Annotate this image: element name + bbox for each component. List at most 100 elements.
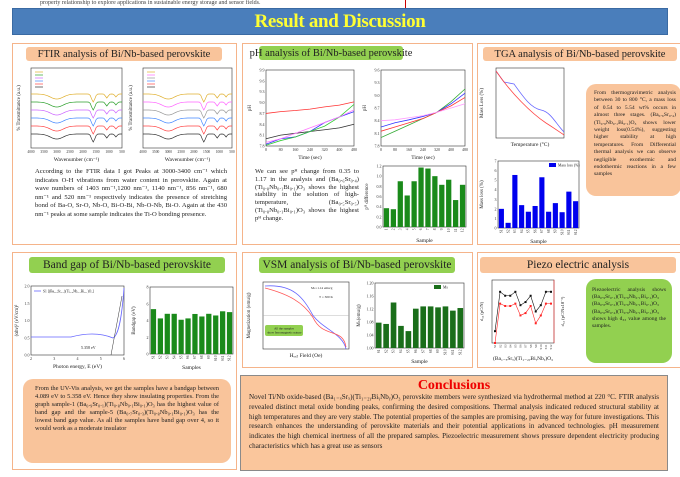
bar xyxy=(512,174,518,228)
x-tick-label: S11 xyxy=(544,344,548,349)
x-tick-label: 1 xyxy=(385,228,389,230)
x-tick-label: 4 xyxy=(405,228,409,230)
x-axis-label: Sample xyxy=(411,359,428,365)
plot-frame xyxy=(491,279,555,344)
y-tick-label: 1.2 xyxy=(377,164,382,169)
x-tick-label: 160 xyxy=(292,147,298,152)
bar xyxy=(566,191,572,228)
spectrum-line xyxy=(31,109,122,119)
data-point xyxy=(524,312,527,315)
x-tick-label: S8 xyxy=(547,229,551,233)
x-tick-label: S12 xyxy=(549,344,553,349)
x-tick-label: 3500 xyxy=(152,150,159,154)
x-tick-label: 8 xyxy=(433,228,437,230)
x-tick-label: 480 xyxy=(462,147,468,152)
y-tick-label: 2.0 xyxy=(25,284,30,289)
bar xyxy=(519,205,525,228)
y-tick-label: 1.08 xyxy=(367,320,374,325)
x-tick-label: S3 xyxy=(513,229,517,233)
y-tick-label: 1 xyxy=(495,216,497,221)
magnetization-curve xyxy=(264,285,347,350)
x-tick-label: 240 xyxy=(420,147,426,152)
x-tick-label: 6 xyxy=(123,356,125,361)
x-tick-label: 12 xyxy=(461,228,465,232)
x-tick-label: S10 xyxy=(444,349,448,355)
x-tick-label: S1 xyxy=(493,344,497,348)
bar xyxy=(383,323,389,348)
bar xyxy=(450,310,456,348)
y-tick-label: 6 xyxy=(147,301,149,306)
y-tick-label: 8.4 xyxy=(260,122,265,127)
tga-title: TGA analysis of Bi/Nb-based perovskite xyxy=(483,47,677,61)
data-point xyxy=(544,302,547,305)
banner-title: Result and Discussion xyxy=(254,10,426,32)
spectrum-line xyxy=(143,93,232,103)
bar xyxy=(439,184,445,227)
x-axis-label: Wavenumber (cm⁻¹) xyxy=(165,156,211,163)
x-tick-label: 1500 xyxy=(92,150,99,154)
x-tick-label: 160 xyxy=(406,147,412,152)
ftir-title: FTIR analysis of Bi/Nb-based perovskite xyxy=(26,47,222,61)
bar xyxy=(157,318,164,354)
x-tick-label: 400 xyxy=(336,147,342,152)
absorption-curve xyxy=(31,287,125,339)
data-point xyxy=(524,301,527,304)
y-tick-label: 1.0 xyxy=(25,318,30,323)
bar xyxy=(552,203,558,228)
bar xyxy=(178,319,184,354)
y-tick-label: 0 xyxy=(147,352,149,357)
x-tick-label: 0 xyxy=(380,147,382,152)
y-tick-label: 8.7 xyxy=(375,106,380,111)
x-tick-label: S6 xyxy=(533,229,537,233)
series-line xyxy=(494,303,551,344)
spectrum-line xyxy=(31,101,122,111)
spectrum-line xyxy=(31,93,122,103)
ph-title: pH analysis of Bi/Nb-based perovskite xyxy=(249,46,413,60)
dta-curve xyxy=(495,70,565,136)
x-tick-label: S2 xyxy=(498,344,502,348)
x-tick-label: 320 xyxy=(322,147,328,152)
piezo-panel: Piezo electric analysis (Ba₁₋ₓSrₓ)(Ti₁₋₂… xyxy=(477,252,680,368)
x-axis-label: Time (sec) xyxy=(411,154,435,161)
bar xyxy=(425,168,431,227)
bar xyxy=(150,309,157,354)
vsm-panel: VSM analysis of Bi/Nb-based perovskite M… xyxy=(242,252,473,368)
x-axis-label: Sample xyxy=(530,239,547,245)
legend-swatch xyxy=(549,163,556,167)
bar xyxy=(457,308,464,348)
y-tick-label: 3 xyxy=(495,197,497,202)
x-tick-label: 2500 xyxy=(66,150,73,154)
bar xyxy=(432,176,438,227)
x-tick-label: S4 xyxy=(172,355,176,359)
tangent-line xyxy=(110,295,123,356)
x-tick-label: 3000 xyxy=(165,150,172,154)
x-tick-label: S9 xyxy=(534,344,538,348)
x-tick-label: S9 xyxy=(436,349,440,353)
plot-frame xyxy=(30,67,123,149)
spectrum-line xyxy=(143,125,232,135)
y-tick-label: 2 xyxy=(495,206,497,211)
x-tick-label: 500 xyxy=(229,150,235,154)
y-tick-label: 9.9 xyxy=(260,68,265,73)
x-tick-label: 6 xyxy=(419,228,423,230)
plot-frame xyxy=(382,165,467,228)
y-axis-label: % Transmittance (a.u.) xyxy=(17,85,22,131)
bar xyxy=(412,308,419,348)
y-tick-label: 0.8 xyxy=(377,184,382,189)
bar xyxy=(219,311,226,354)
x-tick-label: S8 xyxy=(429,349,433,353)
y-axis-label-left: d₃₃ (pC/N) xyxy=(479,301,484,321)
bar xyxy=(390,209,397,227)
y-tick-label: 4 xyxy=(147,318,149,323)
bar xyxy=(573,201,579,228)
callout-text: All the samples show ferromagnetic natur… xyxy=(267,327,303,335)
y-tick-label: 8 xyxy=(147,285,149,290)
x-tick-label: S11 xyxy=(451,349,455,355)
y-tick-label: 0.0 xyxy=(377,225,382,230)
x-tick-label: S10 xyxy=(214,355,218,361)
x-tick-label: 2500 xyxy=(178,150,185,154)
x-tick-label: S8 xyxy=(200,355,204,359)
x-tick-label: S1 xyxy=(152,355,156,359)
data-point xyxy=(504,304,507,307)
x-tick-label: 5 xyxy=(412,228,416,230)
